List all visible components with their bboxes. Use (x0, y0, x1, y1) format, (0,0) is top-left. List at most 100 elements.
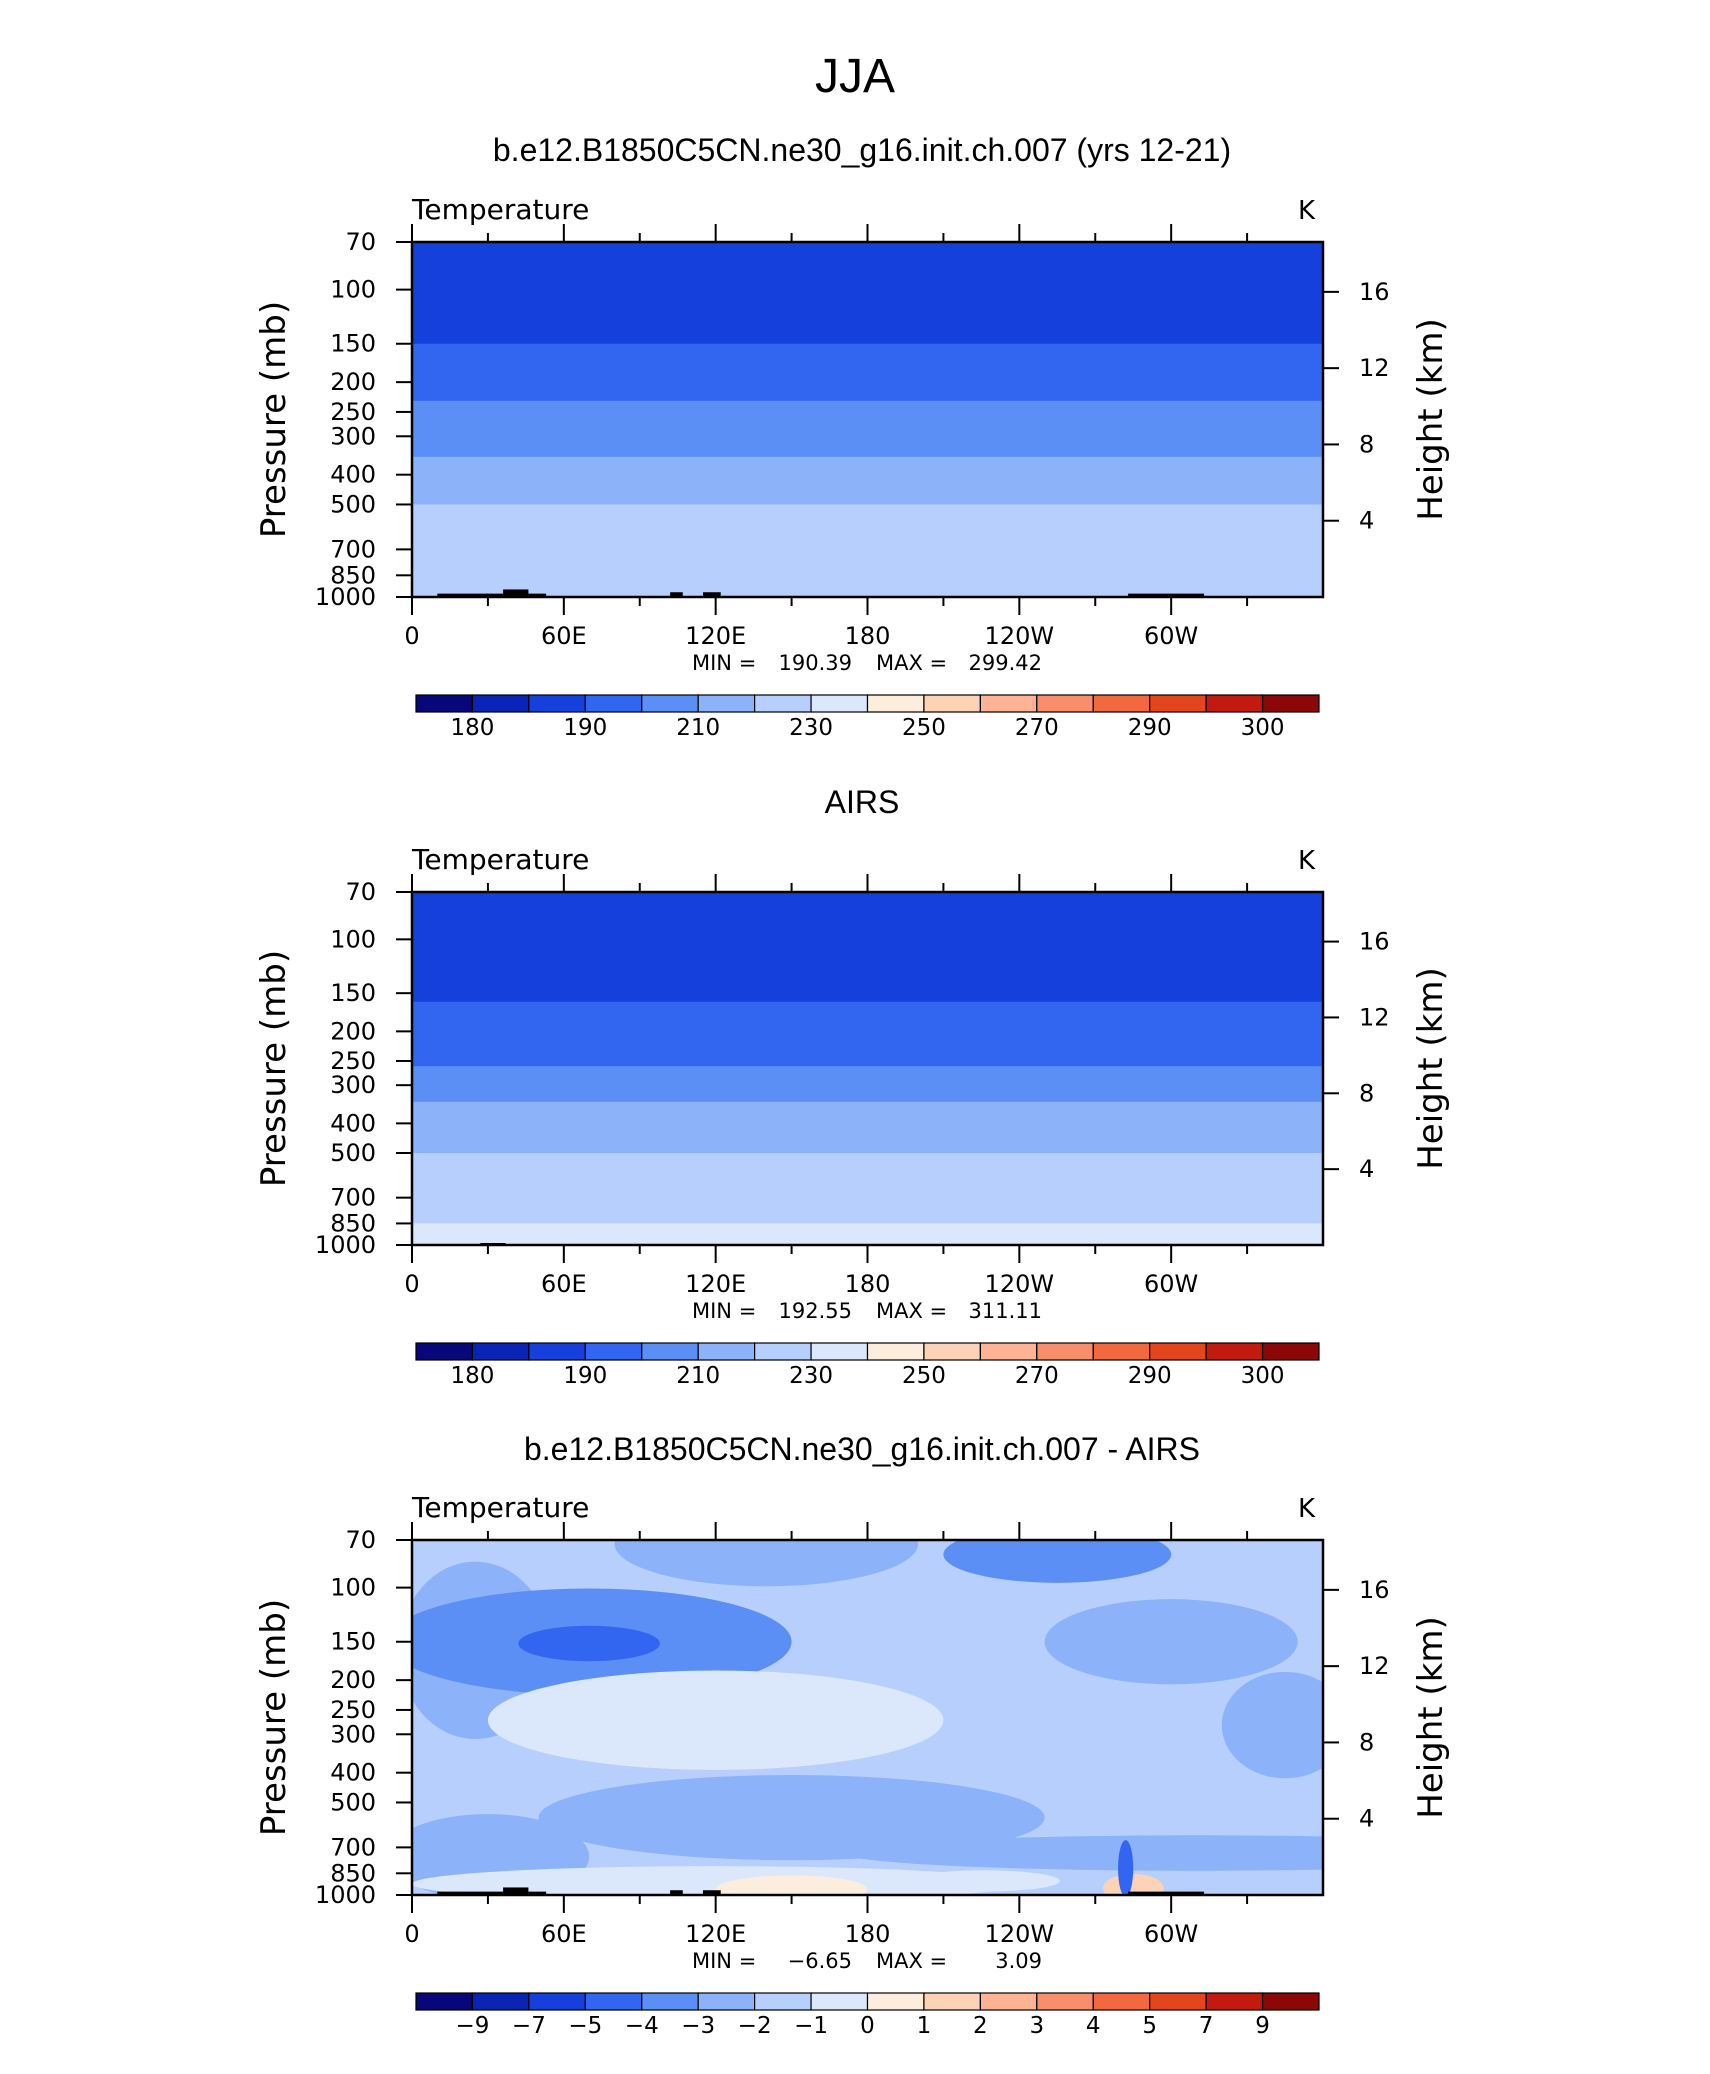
max-label: MAX = (876, 1949, 947, 1973)
contour-region (842, 1835, 1323, 1871)
colorbar-swatch (754, 1342, 812, 1361)
contour-field (412, 1540, 1323, 1895)
y2-tick-label: 16 (1359, 928, 1390, 956)
y2-tick-label: 16 (1359, 1576, 1390, 1604)
max-label: MAX = (876, 1299, 947, 1323)
contour-band (412, 575, 1323, 597)
x-tick-label: 180 (845, 622, 891, 650)
colorbar-label: 5 (1142, 2013, 1157, 2039)
y-tick-label: 100 (330, 1574, 376, 1602)
contour-band (412, 456, 1323, 476)
min-value: −6.65 (788, 1949, 852, 1973)
colorbar-swatch (979, 1992, 1038, 2011)
x-tick-label: 120W (985, 622, 1055, 650)
colorbar-swatch (754, 1992, 812, 2011)
colorbar-label: −5 (568, 2013, 602, 2039)
contour-band (412, 1139, 1323, 1154)
y2-tick-label: 4 (1359, 507, 1374, 535)
colorbar-swatch (810, 1342, 869, 1361)
y-tick-label: 500 (330, 1788, 376, 1816)
contour-region (943, 1540, 1172, 1583)
y-tick-label: 1000 (315, 1881, 376, 1909)
y-axis-label: Pressure (mb) (254, 1599, 294, 1836)
contour-band (412, 1085, 1323, 1103)
topography-mask (503, 589, 529, 597)
colorbar-swatch (1205, 694, 1264, 713)
min-label: MIN = (692, 651, 756, 675)
contour-band (412, 474, 1323, 492)
contour-band (412, 1223, 1323, 1239)
x-tick-label: 60W (1144, 1920, 1198, 1948)
colorbar-swatch (979, 694, 1038, 713)
contour-field (412, 892, 1323, 1245)
colorbar-label: 2 (973, 2013, 988, 2039)
colorbar-swatch (979, 1342, 1038, 1361)
colorbar-label: 210 (676, 1363, 720, 1389)
colorbar-label: 190 (563, 715, 607, 741)
units-label: K (1298, 846, 1316, 876)
colorbar-swatch (1261, 1342, 1320, 1361)
colorbar-swatch (471, 1342, 530, 1361)
y-tick-label: 1000 (315, 1231, 376, 1259)
colorbar-swatch (1036, 1992, 1094, 2011)
contour-field (412, 242, 1323, 597)
contour-band (412, 1001, 1323, 1026)
colorbar-swatch (1092, 1992, 1151, 2011)
x-tick-label: 120W (985, 1270, 1055, 1298)
y-tick-label: 500 (330, 1139, 376, 1167)
colorbar-swatch (584, 1992, 643, 2011)
y2-tick-label: 4 (1359, 1805, 1374, 1833)
units-label: K (1298, 1494, 1316, 1524)
colorbar-swatch (1149, 694, 1207, 713)
colorbar-label: −7 (512, 2013, 546, 2039)
y-tick-label: 200 (330, 1017, 376, 1045)
y-tick-label: 70 (345, 878, 376, 906)
y2-tick-label: 4 (1359, 1155, 1374, 1183)
y-tick-label: 400 (330, 1759, 376, 1787)
contour-band (412, 892, 1323, 911)
colorbar-label: 230 (789, 1363, 833, 1389)
y2-tick-label: 8 (1359, 1079, 1374, 1107)
min-value: 190.39 (779, 651, 852, 675)
contour-band (412, 490, 1323, 506)
contour-band (412, 417, 1323, 437)
topography-mask (670, 1890, 683, 1895)
contour-band (412, 1044, 1323, 1067)
contour-region (715, 1875, 868, 1895)
contour-band (412, 289, 1323, 326)
x-tick-label: 120E (685, 1920, 746, 1948)
y-tick-label: 850 (330, 1859, 376, 1887)
colorbar-label: 4 (1086, 2013, 1101, 2039)
x-tick-label: 0 (404, 1270, 419, 1298)
y2-tick-label: 12 (1359, 354, 1390, 382)
contour-region (1102, 1873, 1164, 1895)
topography-mask (528, 1891, 547, 1895)
colorbar-swatch (810, 694, 869, 713)
y-tick-label: 200 (330, 1666, 376, 1694)
contour-region (907, 1870, 1060, 1892)
variable-label: Temperature (411, 1491, 589, 1524)
topography-mask (703, 1890, 721, 1895)
contour-band (412, 549, 1323, 576)
y-tick-label: 100 (330, 276, 376, 304)
x-tick-label: 180 (845, 1270, 891, 1298)
contour-band (412, 382, 1323, 402)
colorbar-label: −2 (738, 2013, 772, 2039)
x-tick-label: 60W (1144, 1270, 1198, 1298)
colorbar-label: −9 (455, 2013, 489, 2039)
colorbar-swatch (471, 1992, 530, 2011)
contour-band (412, 504, 1323, 530)
topography-mask (703, 592, 721, 597)
colorbar-swatch (528, 694, 586, 713)
y-tick-label: 300 (330, 1071, 376, 1099)
colorbar-label: 180 (450, 1363, 494, 1389)
y2-axis-label: Height (km) (1411, 967, 1451, 1170)
max-value: 299.42 (969, 651, 1042, 675)
colorbar-label: 290 (1128, 715, 1172, 741)
max-value: 311.11 (969, 1299, 1042, 1323)
colorbar-label: 1 (917, 2013, 932, 2039)
contour-band (412, 1238, 1323, 1245)
variable-label: Temperature (411, 193, 589, 226)
colorbar-swatch (1149, 1992, 1207, 2011)
colorbar-swatch (471, 694, 530, 713)
